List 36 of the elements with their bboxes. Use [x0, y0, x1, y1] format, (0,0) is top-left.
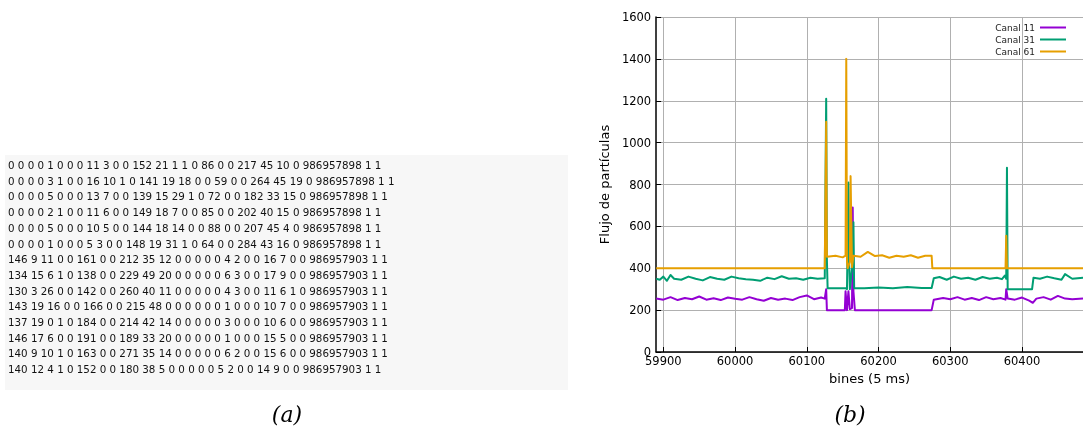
y-tick-label: 1400	[621, 51, 652, 66]
line-series	[655, 57, 1083, 270]
x-axis-title: bines (5 ms)	[829, 370, 911, 386]
text: (b)	[833, 402, 867, 427]
x-tick-label: 60100	[788, 354, 826, 368]
text: 130 3 26 0 0 142 0 0 260 40 11 0 0 0 0 0 4 3 0 0 11 6 1 0 986957903 1 1	[8, 283, 389, 299]
text: 146 17 6 0 0 191 0 0 189 33 20 0 0 0 0 0 1 0 0 0 15 5 0 0 986957903 1 1	[8, 330, 389, 346]
line-series	[655, 206, 1083, 312]
y-tick-label: 200	[629, 303, 652, 318]
text: 143 19 16 0 0 166 0 0 215 48 0 0 0 0 0 0 1 0 0 0 10 7 0 0 986957903 1 1	[8, 299, 389, 315]
x-tick-label: 60300	[931, 354, 969, 368]
text: 0 0 0 0 1 0 0 0 5 3 0 0 148 19 31 1 0 64 0 0 284 43 16 0 986957898 1 1	[8, 236, 383, 252]
legend-label: Canal 31	[995, 34, 1035, 45]
x-tick-label: 60400	[1003, 354, 1041, 368]
text: 0 0 0 0 3 1 0 0 16 10 1 0 141 19 18 0 0 59 0 0 264 45 19 0 986957898 1 1	[8, 173, 396, 189]
y-tick-label: 1600	[621, 10, 652, 24]
text: 137 19 0 1 0 184 0 0 214 42 14 0 0 0 0 0 3 0 0 0 10 6 0 0 986957903 1 1	[8, 315, 389, 331]
y-tick-label: 1000	[621, 135, 652, 150]
y-tick-label: 800	[629, 177, 652, 192]
text: 0 0 0 0 5 0 0 0 13 7 0 0 139 15 29 1 0 72 0 0 182 33 15 0 986957898 1 1	[8, 189, 389, 205]
legend-label: Canal 11	[995, 22, 1035, 33]
text: 0 0 0 0 1 0 0 0 11 3 0 0 152 21 1 1 0 86 0 0 217 45 10 0 986957898 1 1	[8, 158, 383, 173]
y-axis-title: Flujo de partículas	[597, 124, 612, 245]
y-tick-label: 600	[629, 219, 652, 234]
text: 140 9 10 1 0 163 0 0 271 35 14 0 0 0 0 0 6 2 0 0 15 6 0 0 986957903 1 1	[8, 346, 389, 362]
x-tick-label: 60000	[716, 354, 754, 368]
text: (a)	[270, 402, 304, 427]
x-tick-label: 60200	[860, 354, 897, 368]
text: 140 12 4 1 0 152 0 0 180 38 5 0 0 0 0 0 5 2 0 0 14 9 0 0 986957903 1 1	[8, 362, 383, 378]
legend-label: Canal 61	[995, 46, 1035, 57]
text: 0 0 0 0 5 0 0 0 10 5 0 0 144 18 14 0 0 88 0 0 207 45 4 0 986957898 1 1	[8, 220, 383, 236]
y-tick-label: 1200	[621, 93, 652, 108]
y-tick-label: 400	[629, 261, 652, 276]
text: 134 15 6 1 0 138 0 0 229 49 20 0 0 0 0 0 6 3 0 0 17 9 0 0 986957903 1 1	[8, 267, 389, 283]
text: 0 0 0 0 2 1 0 0 11 6 0 0 149 18 7 0 0 85 0 0 202 40 15 0 986957898 1 1	[8, 205, 383, 221]
text: 146 9 11 0 0 161 0 0 212 35 12 0 0 0 0 0 4 2 0 0 16 7 0 0 986957903 1 1	[8, 252, 389, 268]
